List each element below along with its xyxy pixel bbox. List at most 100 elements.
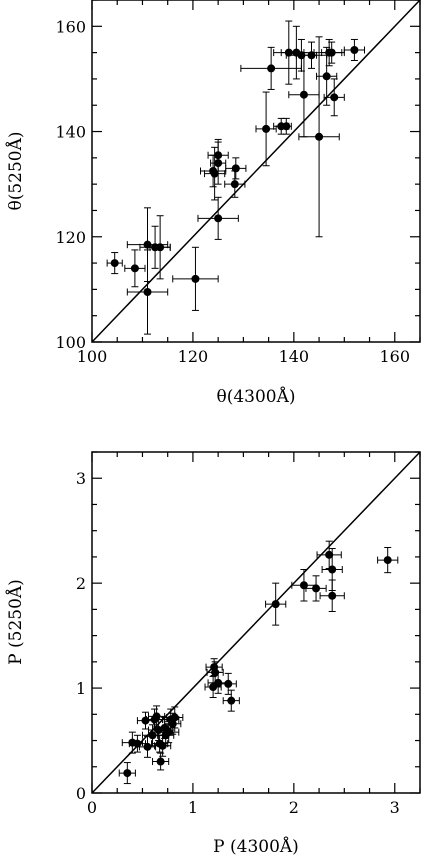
theta-data-point	[295, 41, 328, 69]
point-marker	[143, 240, 152, 249]
theta-panel: 100 120 140 160 100 120 140 160 θ(4300Å)…	[5, 0, 421, 407]
polarization-x-tick-labels: 0 1 2 3	[87, 798, 400, 817]
theta-identity-line	[91, 0, 421, 343]
polarization-data-point	[118, 762, 136, 785]
polarization-panel: 0 1 2 3 0 1 2 3 P (4300Å) P (5250Å)	[5, 451, 421, 857]
point-marker	[152, 712, 161, 721]
polarization-data-point	[291, 569, 317, 602]
theta-data-point	[288, 52, 320, 138]
point-marker	[156, 757, 165, 766]
point-marker	[350, 45, 359, 54]
theta-y-axis-label: θ(5250Å)	[5, 131, 26, 210]
theta-x-tick-label: 100	[77, 347, 108, 366]
point-marker	[267, 64, 276, 73]
polarization-x-axis-label: P (4300Å)	[213, 836, 299, 857]
polarization-data-point	[319, 579, 345, 612]
polarization-data-point	[321, 548, 343, 591]
point-marker	[299, 90, 308, 99]
theta-data-point	[106, 252, 123, 275]
theta-data-point	[149, 215, 171, 280]
point-marker	[383, 556, 392, 565]
polarization-x-tick-label: 1	[188, 798, 198, 817]
point-marker	[130, 264, 139, 273]
theta-data-point	[124, 249, 146, 288]
point-marker	[123, 769, 132, 778]
theta-data-point	[224, 170, 246, 198]
polarization-y-axis-label: P (5250Å)	[5, 579, 26, 665]
theta-x-tick-label: 140	[279, 347, 310, 366]
polarization-data-point	[305, 575, 327, 602]
polarization-data-points	[118, 540, 399, 785]
theta-x-axis-label: θ(4300Å)	[216, 386, 295, 407]
polarization-data-point	[152, 752, 170, 771]
theta-data-point	[197, 196, 239, 240]
polarization-y-tick-label: 2	[76, 574, 86, 593]
point-marker	[170, 713, 179, 722]
point-marker	[328, 591, 337, 600]
point-marker	[231, 164, 240, 173]
polarization-data-point	[166, 706, 184, 729]
polarization-data-point	[377, 546, 399, 574]
theta-data-point	[172, 246, 219, 311]
point-marker	[325, 550, 334, 559]
polarization-data-point	[222, 689, 240, 712]
point-marker	[143, 742, 152, 751]
point-marker	[210, 169, 219, 178]
theta-data-point	[240, 46, 302, 90]
theta-data-point	[323, 78, 345, 117]
theta-y-tick-label: 120	[55, 228, 86, 247]
point-marker	[227, 696, 236, 705]
point-marker	[143, 288, 152, 297]
polarization-y-tick-label: 0	[76, 784, 86, 803]
theta-data-point	[316, 46, 338, 106]
theta-data-point	[321, 41, 343, 64]
theta-y-tick-labels: 100 120 140 160	[55, 17, 86, 352]
polarization-x-tick-label: 3	[390, 798, 400, 817]
point-marker	[214, 159, 223, 168]
point-marker	[322, 72, 331, 81]
point-marker	[230, 180, 239, 189]
polarization-data-point	[128, 734, 146, 753]
point-marker	[214, 214, 223, 223]
polarization-ticks	[91, 451, 421, 794]
theta-y-tick-label: 160	[55, 17, 86, 36]
theta-x-tick-label: 120	[178, 347, 209, 366]
point-marker	[191, 274, 200, 283]
point-marker	[271, 600, 280, 609]
polarization-data-point	[265, 582, 287, 626]
theta-plot-frame	[91, 0, 421, 343]
point-marker	[315, 132, 324, 141]
polarization-y-tick-label: 3	[76, 469, 86, 488]
theta-data-point	[210, 141, 227, 185]
theta-x-tick-label: 160	[379, 347, 410, 366]
point-marker	[262, 124, 271, 133]
theta-data-point	[255, 91, 277, 167]
theta-data-point	[298, 36, 340, 238]
point-marker	[330, 93, 339, 102]
polarization-data-point	[219, 672, 237, 695]
theta-y-tick-label: 100	[55, 333, 86, 352]
theta-x-tick-labels: 100 120 140 160	[77, 347, 410, 366]
point-marker	[282, 122, 291, 131]
point-marker	[224, 679, 233, 688]
polarization-y-tick-label: 1	[76, 679, 86, 698]
point-marker	[327, 48, 336, 57]
theta-data-point	[280, 117, 292, 135]
point-marker	[307, 51, 316, 60]
theta-data-point	[225, 157, 247, 180]
point-marker	[214, 678, 223, 687]
point-marker	[312, 584, 321, 593]
polarization-x-tick-label: 0	[87, 798, 97, 817]
theta-data-point	[343, 38, 365, 62]
point-marker	[156, 243, 165, 252]
point-marker	[148, 731, 157, 740]
polarization-plot-frame	[91, 451, 421, 794]
point-marker	[141, 716, 150, 725]
theta-ticks	[91, 0, 421, 343]
polarization-data-point	[316, 540, 342, 569]
polarization-identity-line	[91, 451, 421, 794]
point-marker	[328, 565, 337, 574]
point-marker	[110, 259, 119, 268]
polarization-data-point	[138, 735, 157, 758]
